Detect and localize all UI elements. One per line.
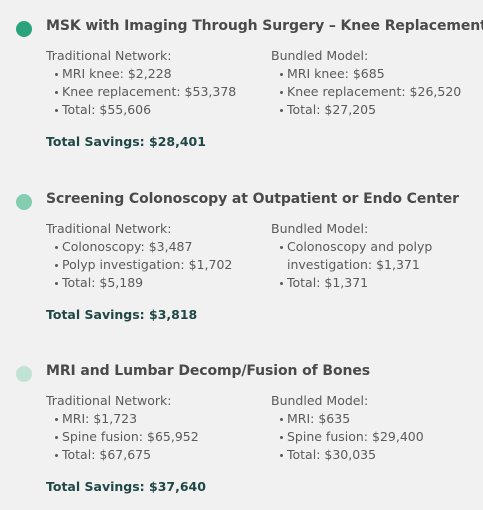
column-heading: Bundled Model:: [271, 393, 369, 408]
bundled-model-column: Bundled Model: MRI: $635 Spine fusion: $…: [271, 392, 471, 464]
cost-list: Colonoscopy and polyp investigation: $1,…: [271, 238, 471, 292]
list-item: Knee replacement: $26,520: [271, 83, 471, 101]
list-item: Spine fusion: $65,952: [46, 428, 266, 446]
section-title: MRI and Lumbar Decomp/Fusion of Bones: [46, 363, 370, 379]
list-item: Polyp investigation: $1,702: [46, 256, 266, 274]
traditional-network-column: Traditional Network: MRI knee: $2,228 Kn…: [46, 47, 266, 119]
list-item: Colonoscopy and polyp investigation: $1,…: [271, 238, 457, 274]
list-item: MRI: $1,723: [46, 410, 266, 428]
traditional-network-column: Traditional Network: Colonoscopy: $3,487…: [46, 220, 266, 292]
section-marker-dot: [16, 366, 32, 382]
list-item: Colonoscopy: $3,487: [46, 238, 266, 256]
total-savings: Total Savings: $3,818: [46, 307, 198, 322]
cost-list: MRI: $635 Spine fusion: $29,400 Total: $…: [271, 410, 471, 464]
list-item: Total: $1,371: [271, 274, 471, 292]
column-heading: Bundled Model:: [271, 221, 369, 236]
list-item: MRI knee: $685: [271, 65, 471, 83]
column-heading: Bundled Model:: [271, 48, 369, 63]
cost-list: Colonoscopy: $3,487 Polyp investigation:…: [46, 238, 266, 292]
section-marker-dot: [16, 21, 32, 37]
traditional-network-column: Traditional Network: MRI: $1,723 Spine f…: [46, 392, 266, 464]
list-item: Knee replacement: $53,378: [46, 83, 266, 101]
bundled-model-column: Bundled Model: Colonoscopy and polyp inv…: [271, 220, 471, 292]
column-heading: Traditional Network:: [46, 48, 172, 63]
list-item: Total: $67,675: [46, 446, 266, 464]
section-marker-dot: [16, 194, 32, 210]
cost-list: MRI knee: $2,228 Knee replacement: $53,3…: [46, 65, 266, 119]
list-item: MRI knee: $2,228: [46, 65, 266, 83]
list-item: Total: $27,205: [271, 101, 471, 119]
list-item: Spine fusion: $29,400: [271, 428, 471, 446]
section-title: Screening Colonoscopy at Outpatient or E…: [46, 191, 459, 207]
bundled-model-column: Bundled Model: MRI knee: $685 Knee repla…: [271, 47, 471, 119]
column-heading: Traditional Network:: [46, 393, 172, 408]
column-heading: Traditional Network:: [46, 221, 172, 236]
list-item: Total: $5,189: [46, 274, 266, 292]
list-item: MRI: $635: [271, 410, 471, 428]
cost-list: MRI: $1,723 Spine fusion: $65,952 Total:…: [46, 410, 266, 464]
cost-list: MRI knee: $685 Knee replacement: $26,520…: [271, 65, 471, 119]
total-savings: Total Savings: $28,401: [46, 134, 206, 149]
list-item: Total: $30,035: [271, 446, 471, 464]
list-item: Total: $55,606: [46, 101, 266, 119]
section-title: MSK with Imaging Through Surgery – Knee …: [46, 18, 483, 34]
total-savings: Total Savings: $37,640: [46, 479, 206, 494]
